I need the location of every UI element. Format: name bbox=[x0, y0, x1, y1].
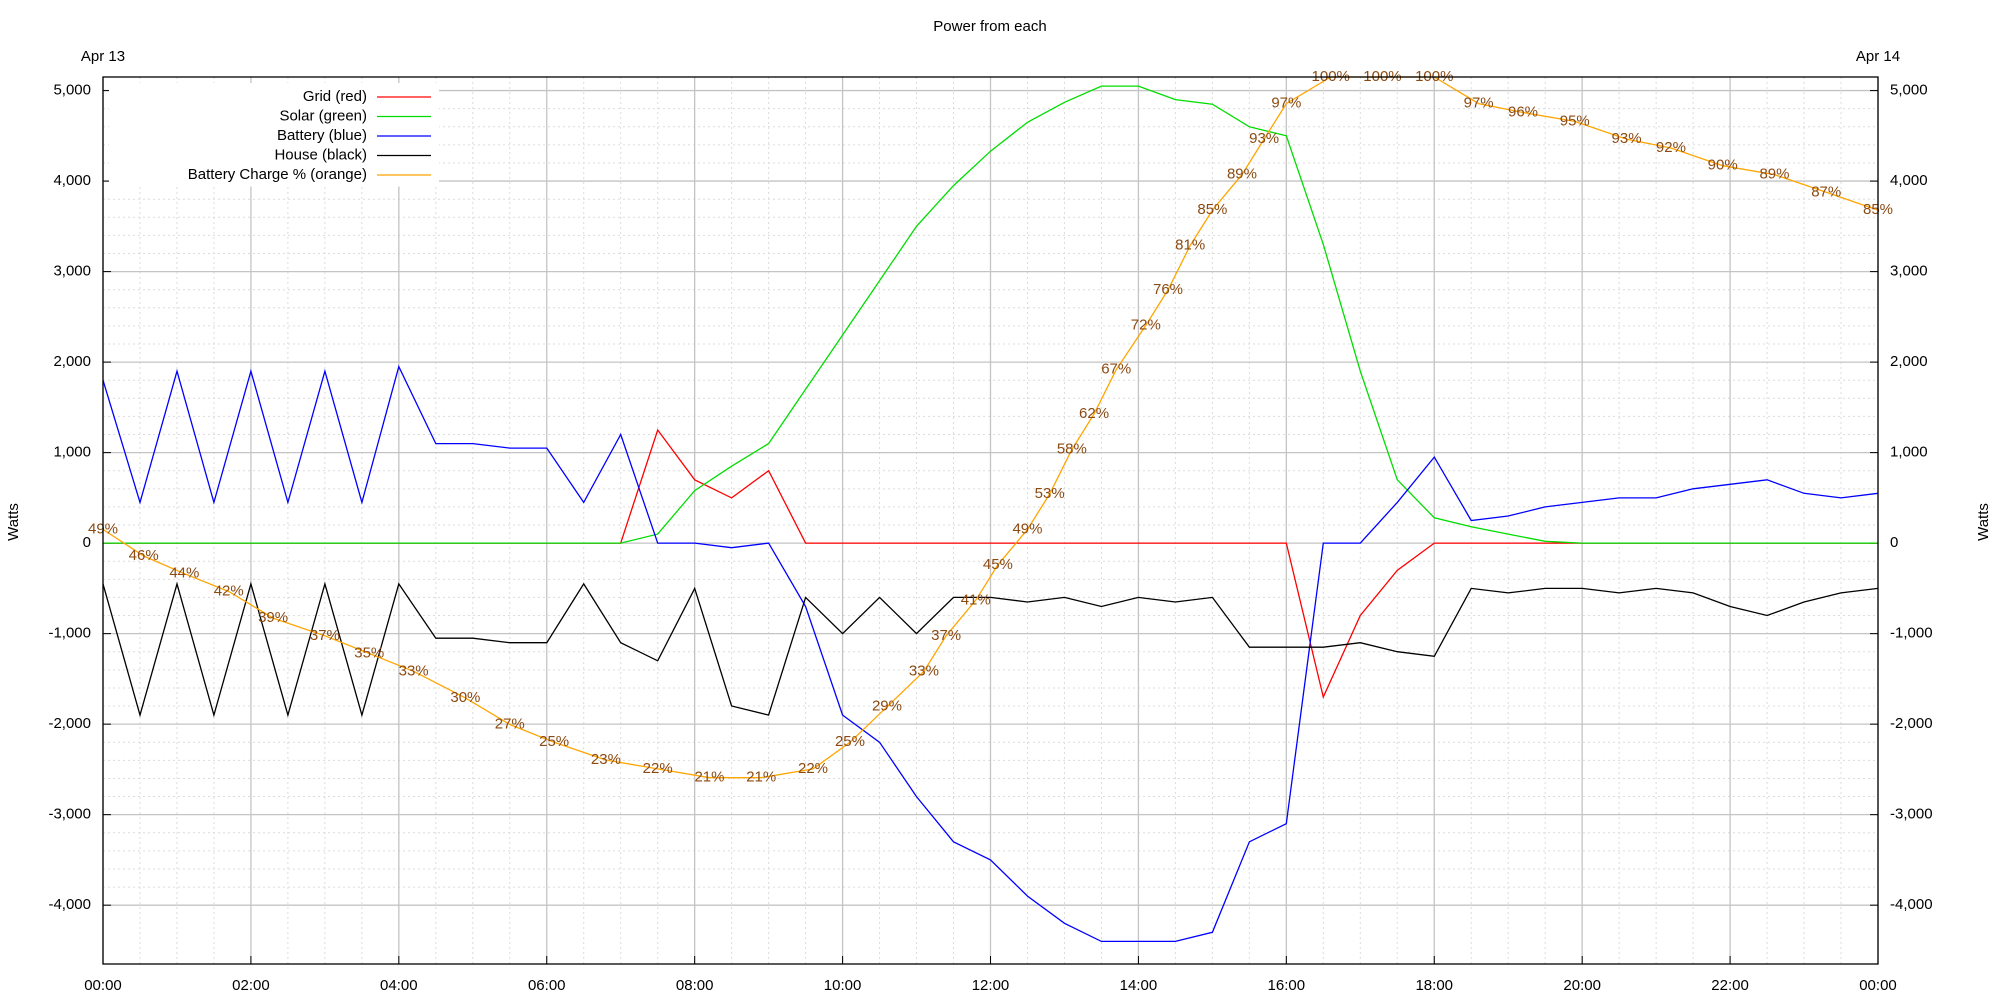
series-line bbox=[102, 76, 1879, 779]
x-tick-label: 00:00 bbox=[1859, 977, 1897, 994]
y-tick-label-right: -2,000 bbox=[1890, 715, 1933, 732]
y-tick-label-right: -1,000 bbox=[1890, 625, 1933, 642]
x-tick-label: 22:00 bbox=[1711, 977, 1749, 994]
data-label: 25% bbox=[835, 733, 865, 750]
data-label: 21% bbox=[746, 769, 776, 786]
data-label: 39% bbox=[258, 609, 288, 626]
data-label: 33% bbox=[909, 662, 939, 679]
data-label: 97% bbox=[1271, 95, 1301, 112]
data-label: 89% bbox=[1227, 166, 1257, 183]
y-tick-label-right: 1,000 bbox=[1890, 444, 1928, 461]
data-label: 44% bbox=[169, 565, 199, 582]
x-tick-label: 00:00 bbox=[84, 977, 122, 994]
data-label: 67% bbox=[1101, 361, 1131, 378]
data-label: 96% bbox=[1508, 103, 1538, 120]
data-label: 46% bbox=[129, 547, 159, 564]
start-date: Apr 13 bbox=[81, 48, 125, 65]
data-label: 49% bbox=[1012, 520, 1042, 537]
end-date: Apr 14 bbox=[1856, 48, 1900, 65]
data-label: 29% bbox=[872, 698, 902, 715]
data-label: 27% bbox=[495, 715, 525, 732]
y-tick-label-right: 0 bbox=[1890, 534, 1898, 551]
data-label: 23% bbox=[591, 751, 621, 768]
series-line bbox=[103, 85, 1878, 544]
data-label: 93% bbox=[1249, 130, 1279, 147]
x-tick-label: 04:00 bbox=[380, 977, 418, 994]
x-tick-label: 08:00 bbox=[676, 977, 714, 994]
x-tick-label: 12:00 bbox=[972, 977, 1010, 994]
y-axis-label-right: Watts bbox=[1975, 503, 1992, 541]
data-label: 87% bbox=[1811, 183, 1841, 200]
data-label: 33% bbox=[399, 662, 429, 679]
data-label: 42% bbox=[214, 582, 244, 599]
x-tick-label: 18:00 bbox=[1415, 977, 1453, 994]
y-tick-label: -3,000 bbox=[48, 806, 91, 823]
data-label: 62% bbox=[1079, 405, 1109, 422]
data-label: 72% bbox=[1131, 316, 1161, 333]
y-tick-label: 1,000 bbox=[53, 444, 91, 461]
y-tick-label: -2,000 bbox=[48, 715, 91, 732]
data-label: 45% bbox=[983, 556, 1013, 573]
y-tick-label: 2,000 bbox=[53, 353, 91, 370]
y-tick-label-right: 2,000 bbox=[1890, 353, 1928, 370]
y-tick-label: 0 bbox=[83, 534, 91, 551]
y-tick-label-right: 3,000 bbox=[1890, 263, 1928, 280]
data-label: 37% bbox=[931, 627, 961, 644]
x-tick-label: 10:00 bbox=[824, 977, 862, 994]
data-label: 30% bbox=[450, 689, 480, 706]
data-label: 35% bbox=[354, 645, 384, 662]
legend-label: Solar (green) bbox=[279, 107, 367, 124]
data-label: 93% bbox=[1612, 130, 1642, 147]
x-tick-label: 16:00 bbox=[1268, 977, 1306, 994]
y-tick-label-right: -3,000 bbox=[1890, 806, 1933, 823]
data-label: 85% bbox=[1197, 201, 1227, 218]
x-tick-label: 20:00 bbox=[1563, 977, 1601, 994]
data-label: 41% bbox=[961, 591, 991, 608]
y-axis-label: Watts bbox=[5, 503, 22, 541]
legend-label: Grid (red) bbox=[303, 88, 367, 105]
y-tick-label: 3,000 bbox=[53, 263, 91, 280]
chart-title: Power from each bbox=[933, 18, 1046, 35]
data-label: 58% bbox=[1057, 441, 1087, 458]
y-tick-label-right: 4,000 bbox=[1890, 172, 1928, 189]
series-line bbox=[102, 581, 1879, 718]
y-tick-label: -1,000 bbox=[48, 625, 91, 642]
legend-label: Battery Charge % (orange) bbox=[188, 166, 367, 183]
data-label: 92% bbox=[1656, 139, 1686, 156]
data-label: 37% bbox=[310, 627, 340, 644]
y-tick-label-right: 5,000 bbox=[1890, 82, 1928, 99]
y-tick-label: -4,000 bbox=[48, 896, 91, 913]
data-label: 53% bbox=[1035, 485, 1065, 502]
data-label: 95% bbox=[1560, 112, 1590, 129]
data-label: 90% bbox=[1708, 157, 1738, 174]
y-tick-label-right: -4,000 bbox=[1890, 896, 1933, 913]
plot-frame bbox=[102, 76, 1879, 965]
data-label: 21% bbox=[694, 769, 724, 786]
legend-label: House (black) bbox=[274, 146, 367, 163]
data-label: 22% bbox=[643, 760, 673, 777]
legend-label: Battery (blue) bbox=[277, 127, 367, 144]
x-tick-label: 14:00 bbox=[1120, 977, 1158, 994]
legend-box bbox=[109, 83, 439, 187]
data-label: 89% bbox=[1759, 166, 1789, 183]
data-label: 22% bbox=[798, 760, 828, 777]
x-tick-label: 02:00 bbox=[232, 977, 270, 994]
series-line bbox=[102, 364, 1879, 943]
data-label: 25% bbox=[539, 733, 569, 750]
y-tick-label: 4,000 bbox=[53, 172, 91, 189]
data-label: 97% bbox=[1464, 95, 1494, 112]
data-label: 76% bbox=[1153, 281, 1183, 298]
data-label: 81% bbox=[1175, 236, 1205, 253]
x-tick-label: 06:00 bbox=[528, 977, 566, 994]
y-tick-label: 5,000 bbox=[53, 82, 91, 99]
